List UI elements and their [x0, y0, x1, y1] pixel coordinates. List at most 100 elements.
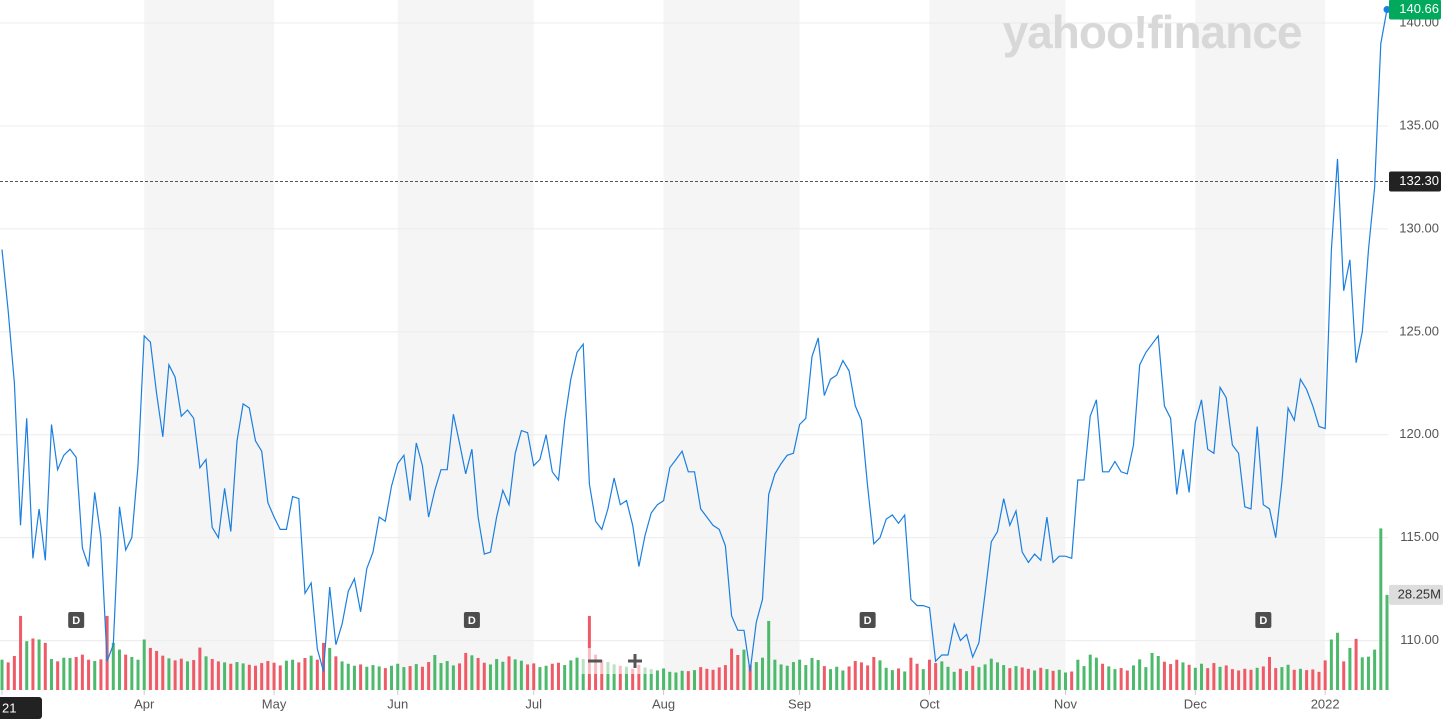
volume-bar	[1026, 668, 1030, 690]
volume-bar	[569, 660, 573, 690]
month-band	[929, 0, 1066, 690]
x-tick-label: Dec	[1184, 696, 1208, 711]
x-tick-label: Oct	[919, 696, 940, 711]
volume-bar	[1119, 668, 1123, 690]
volume-bar	[754, 662, 758, 690]
volume-bar	[284, 660, 288, 690]
y-tick-label: 110.00	[1400, 632, 1439, 647]
volume-bar	[971, 665, 975, 690]
volume-bar	[31, 638, 35, 690]
volume-bar	[550, 663, 554, 690]
volume-bar	[1156, 655, 1160, 690]
volume-bar	[1175, 659, 1179, 690]
event-marker	[68, 612, 85, 628]
volume-bar	[606, 662, 610, 690]
volume-bar	[705, 668, 709, 690]
volume-bar	[921, 669, 925, 690]
volume-bar	[1187, 664, 1191, 690]
volume-bar	[612, 664, 616, 690]
volume-bar	[501, 661, 505, 690]
volume-bar	[835, 666, 839, 690]
volume-bar	[773, 659, 777, 690]
volume-bar	[847, 666, 851, 690]
x-tick-label: Aug	[652, 696, 675, 711]
volume-bar	[365, 666, 369, 690]
volume-bar	[49, 659, 53, 690]
volume-bar	[247, 664, 251, 690]
volume-bar	[600, 660, 604, 690]
volume-bar	[117, 649, 121, 690]
volume-bar	[1039, 667, 1043, 690]
volume-bar	[1366, 656, 1370, 690]
volume-bar	[674, 672, 678, 690]
y-tick-label: 130.00	[1399, 220, 1439, 235]
volume-bar	[371, 665, 375, 690]
volume-bar	[278, 665, 282, 690]
previous-close-label: 132.30	[1399, 173, 1439, 188]
volume-bar	[1274, 668, 1278, 690]
volume-bar	[414, 664, 418, 690]
volume-bar	[458, 663, 462, 690]
volume-bar	[482, 662, 486, 690]
volume-bar	[1070, 671, 1074, 690]
volume-bar	[1255, 667, 1259, 690]
volume-bar	[1045, 669, 1049, 690]
volume-bar	[804, 665, 808, 690]
volume-bar	[93, 661, 97, 690]
volume-bar	[1373, 649, 1377, 690]
volume-bar	[1057, 669, 1061, 690]
volume-bar	[791, 662, 795, 690]
volume-bar	[989, 658, 993, 690]
event-label: D	[72, 615, 80, 627]
volume-bar	[62, 657, 66, 690]
volume-bar	[668, 671, 672, 690]
volume-bar	[383, 668, 387, 690]
volume-bar	[241, 663, 245, 690]
volume-bar	[816, 660, 820, 690]
volume-bar	[266, 661, 270, 690]
volume-last-label: 28.25M	[1398, 586, 1441, 601]
event-label: D	[864, 615, 872, 627]
volume-bar	[779, 664, 783, 690]
x-tick-label: Sep	[788, 696, 811, 711]
volume-bar	[1014, 666, 1018, 690]
volume-bar	[581, 659, 585, 690]
volume-bar	[124, 654, 128, 690]
volume-bar	[223, 662, 227, 690]
volume-bar	[1218, 666, 1222, 690]
zoom-controls[interactable]	[580, 648, 654, 674]
volume-bar	[680, 670, 684, 690]
previous-close-box	[1389, 171, 1441, 192]
volume-bar	[43, 642, 47, 690]
volume-bar	[556, 662, 560, 690]
volume-bar	[958, 668, 962, 690]
volume-bar	[1181, 662, 1185, 690]
volume-bar	[185, 661, 189, 690]
y-tick-label: 135.00	[1399, 117, 1439, 132]
volume-bar	[655, 670, 659, 690]
volume-bar	[1249, 669, 1253, 690]
volume-bar	[872, 657, 876, 690]
volume-bar	[1292, 669, 1296, 690]
volume-bar	[390, 665, 394, 690]
volume-bar	[1125, 670, 1129, 690]
volume-bar	[427, 662, 431, 690]
volume-bar	[878, 660, 882, 690]
volume-bar	[235, 662, 239, 690]
volume-bar	[229, 663, 233, 690]
volume-bar	[513, 659, 517, 690]
volume-bar	[1379, 528, 1383, 690]
volume-bar	[470, 655, 474, 690]
volume-bars	[0, 528, 1389, 690]
volume-bar	[1002, 665, 1006, 690]
volume-bar	[897, 668, 901, 690]
volume-bar	[445, 661, 449, 690]
volume-bar	[618, 665, 622, 690]
volume-bar	[6, 662, 10, 690]
volume-bar	[699, 667, 703, 690]
volume-bar	[1131, 665, 1135, 690]
volume-bar	[946, 666, 950, 690]
volume-bar	[1193, 667, 1197, 690]
